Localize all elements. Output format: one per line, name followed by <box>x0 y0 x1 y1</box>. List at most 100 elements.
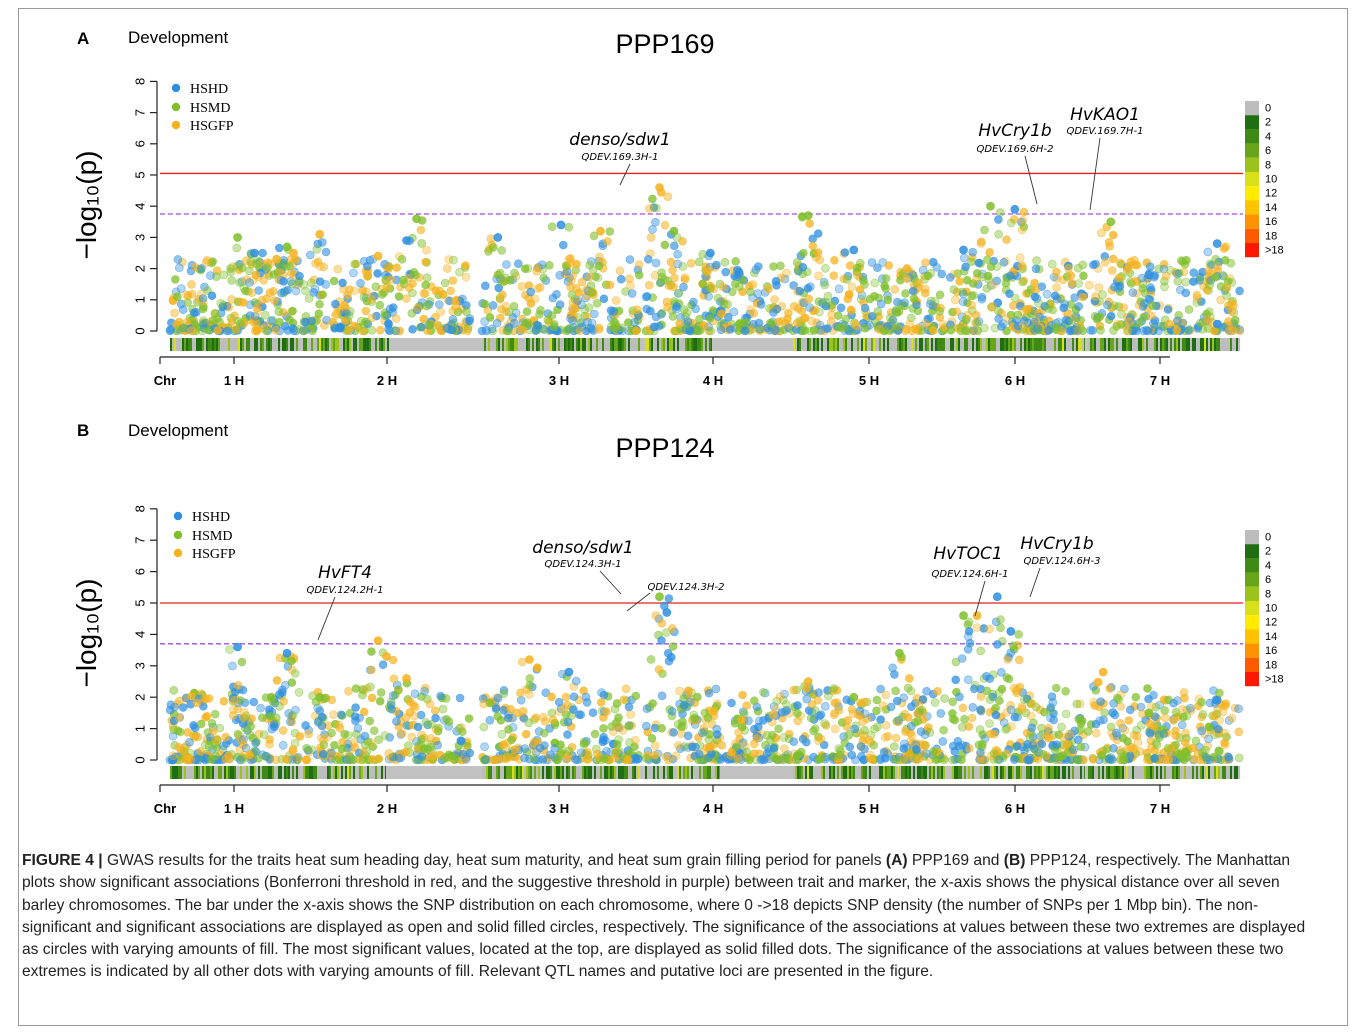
snp-point <box>445 752 454 762</box>
snp-point <box>914 278 924 288</box>
snp-density-bin <box>1236 766 1239 779</box>
snp-density-bin <box>691 766 694 779</box>
snp-point <box>302 755 312 765</box>
snp-point <box>301 721 310 730</box>
snp-density-bin <box>1210 766 1213 779</box>
snp-point <box>632 305 642 315</box>
snp-density-bin <box>1050 766 1053 779</box>
snp-density-bin <box>256 766 259 779</box>
snp-point <box>961 326 970 336</box>
snp-point <box>768 710 778 720</box>
snp-point <box>1197 697 1206 707</box>
locus-gene-label: HvFT4 <box>318 563 372 583</box>
snp-point <box>856 742 866 751</box>
snp-point <box>201 694 210 704</box>
snp-point <box>365 716 375 726</box>
caption-text-2: PPP169 and <box>907 852 1004 869</box>
snp-point <box>646 233 656 242</box>
snp-point <box>582 326 591 336</box>
snp-density-bin <box>1028 766 1031 779</box>
snp-density-bin <box>572 338 575 351</box>
snp-point <box>693 692 702 702</box>
snp-density-bin <box>1092 338 1095 351</box>
snp-point <box>1044 723 1053 733</box>
snp-density-bin <box>829 766 832 779</box>
snp-density-bin <box>651 338 654 351</box>
snp-point <box>1006 218 1016 228</box>
snp-point <box>793 701 802 710</box>
snp-density-bin <box>1224 766 1227 779</box>
snp-density-bin <box>701 338 704 351</box>
snp-point <box>1226 258 1236 268</box>
snp-point <box>547 692 556 702</box>
snp-point <box>504 307 514 317</box>
y-tick-label: 3 <box>132 234 147 241</box>
snp-point <box>646 655 656 664</box>
snp-density-bin <box>954 766 957 779</box>
snp-density-bin <box>994 338 997 351</box>
snp-density-bin <box>1212 338 1215 351</box>
snp-density-bin <box>222 338 225 351</box>
snp-density-bin <box>873 338 876 351</box>
snp-density-bin <box>1206 338 1209 351</box>
snp-point <box>419 288 429 298</box>
snp-density-bin <box>1106 338 1109 351</box>
peak-snp-point <box>902 264 912 273</box>
snp-point <box>455 267 464 277</box>
snp-density-bin <box>602 338 605 351</box>
snp-density-bin <box>1110 766 1113 779</box>
snp-density-bin <box>574 766 577 779</box>
snp-point <box>461 272 471 282</box>
snp-density-bin <box>337 338 340 351</box>
snp-density-bin <box>544 338 547 351</box>
x-tick-label: 2 H <box>377 373 397 388</box>
snp-density-bin <box>548 338 551 351</box>
snp-density-bin <box>1184 766 1187 779</box>
snp-density-bin <box>584 338 587 351</box>
snp-point <box>610 324 619 333</box>
panel-b-section: Development <box>128 421 228 440</box>
snp-density-bin <box>492 338 495 351</box>
snp-point <box>592 298 602 308</box>
density-scale-label: 6 <box>1265 145 1271 157</box>
snp-point <box>227 316 237 326</box>
snp-density-bin <box>506 766 509 779</box>
snp-density-bin <box>960 338 963 351</box>
snp-density-bin <box>351 766 354 779</box>
snp-density-bin <box>260 766 263 779</box>
snp-point <box>356 316 366 326</box>
snp-point <box>698 728 707 738</box>
density-scale-swatch <box>1245 186 1259 201</box>
snp-density-bin <box>717 766 720 779</box>
snp-point <box>813 695 823 705</box>
snp-density-bin <box>634 766 637 779</box>
snp-density-bin <box>618 338 621 351</box>
snp-point <box>576 710 586 720</box>
snp-point <box>829 271 839 280</box>
snp-density-bin <box>996 766 999 779</box>
snp-point <box>315 299 324 309</box>
snp-point <box>1076 324 1085 333</box>
snp-point <box>798 734 808 744</box>
snp-point <box>680 275 690 284</box>
snp-density-bin <box>220 766 223 779</box>
snp-point <box>780 744 789 753</box>
snp-density-bin <box>823 766 826 779</box>
snp-point <box>596 698 606 707</box>
snp-point <box>1219 244 1229 253</box>
density-scale-label: 14 <box>1265 631 1277 643</box>
snp-density-bin <box>1074 766 1077 779</box>
snp-point <box>974 258 984 268</box>
snp-density-bin <box>659 766 662 779</box>
density-scale-swatch <box>1245 101 1259 116</box>
annotation-leader-line <box>974 580 986 617</box>
peak-snp-point <box>596 226 605 236</box>
snp-density-bin <box>917 338 920 351</box>
snp-density-bin <box>849 766 852 779</box>
snp-point <box>776 261 785 271</box>
snp-point <box>276 275 286 285</box>
snp-point <box>845 742 855 752</box>
snp-point <box>341 304 350 313</box>
snp-point <box>521 729 531 739</box>
snp-density-bin <box>1012 766 1015 779</box>
